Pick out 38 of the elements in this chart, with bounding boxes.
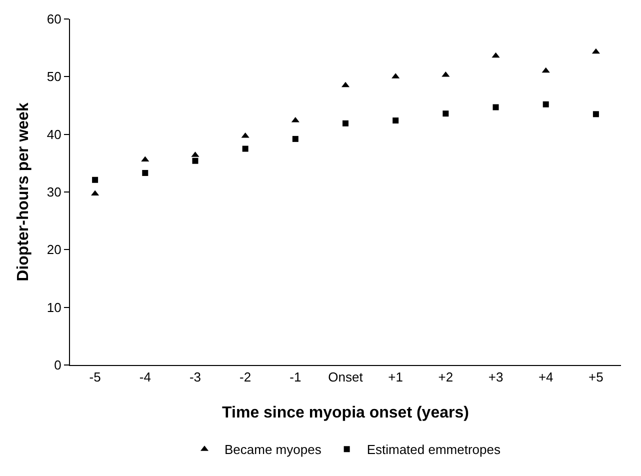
point (442, 71, 450, 77)
point (592, 111, 599, 118)
x-axis-title: Time since myopia onset (years) (222, 404, 469, 422)
point (542, 67, 550, 73)
x-tick-label: -2 (240, 370, 252, 385)
x-tick-label: +1 (388, 370, 404, 385)
point (92, 176, 98, 183)
y-axis-title: Diopter-hours per week (15, 102, 32, 282)
y-tick-label: 20 (46, 242, 62, 258)
x-tick-label: -4 (139, 370, 151, 385)
point (592, 48, 600, 54)
x-tick-label: -3 (189, 370, 202, 385)
x-tick-label: +4 (538, 370, 554, 385)
x-tick-label: Onset (328, 370, 364, 385)
point (542, 101, 549, 108)
legend-label: Estimated emmetropes (366, 442, 501, 458)
point (242, 146, 248, 152)
legend-label: Became myopes (224, 442, 322, 458)
point (442, 110, 449, 117)
point (342, 120, 348, 126)
x-tick-label: +5 (588, 370, 604, 385)
x-tick-label: -5 (89, 370, 101, 385)
y-tick-label: 60 (46, 12, 62, 27)
y-tick-label: 30 (46, 184, 62, 200)
point (291, 116, 300, 122)
point (492, 52, 500, 58)
y-tick-label: 10 (46, 300, 62, 315)
x-tick-label: -1 (290, 370, 302, 385)
x-tick-label: +3 (488, 370, 504, 385)
y-tick-label: 50 (46, 69, 62, 84)
point (142, 170, 148, 176)
y-tick-label: 40 (46, 126, 62, 142)
point (192, 158, 198, 164)
point (492, 104, 499, 110)
x-tick-label: +2 (438, 370, 454, 385)
point (392, 117, 399, 124)
y-tick-label: 0 (54, 358, 62, 373)
point (292, 136, 298, 142)
